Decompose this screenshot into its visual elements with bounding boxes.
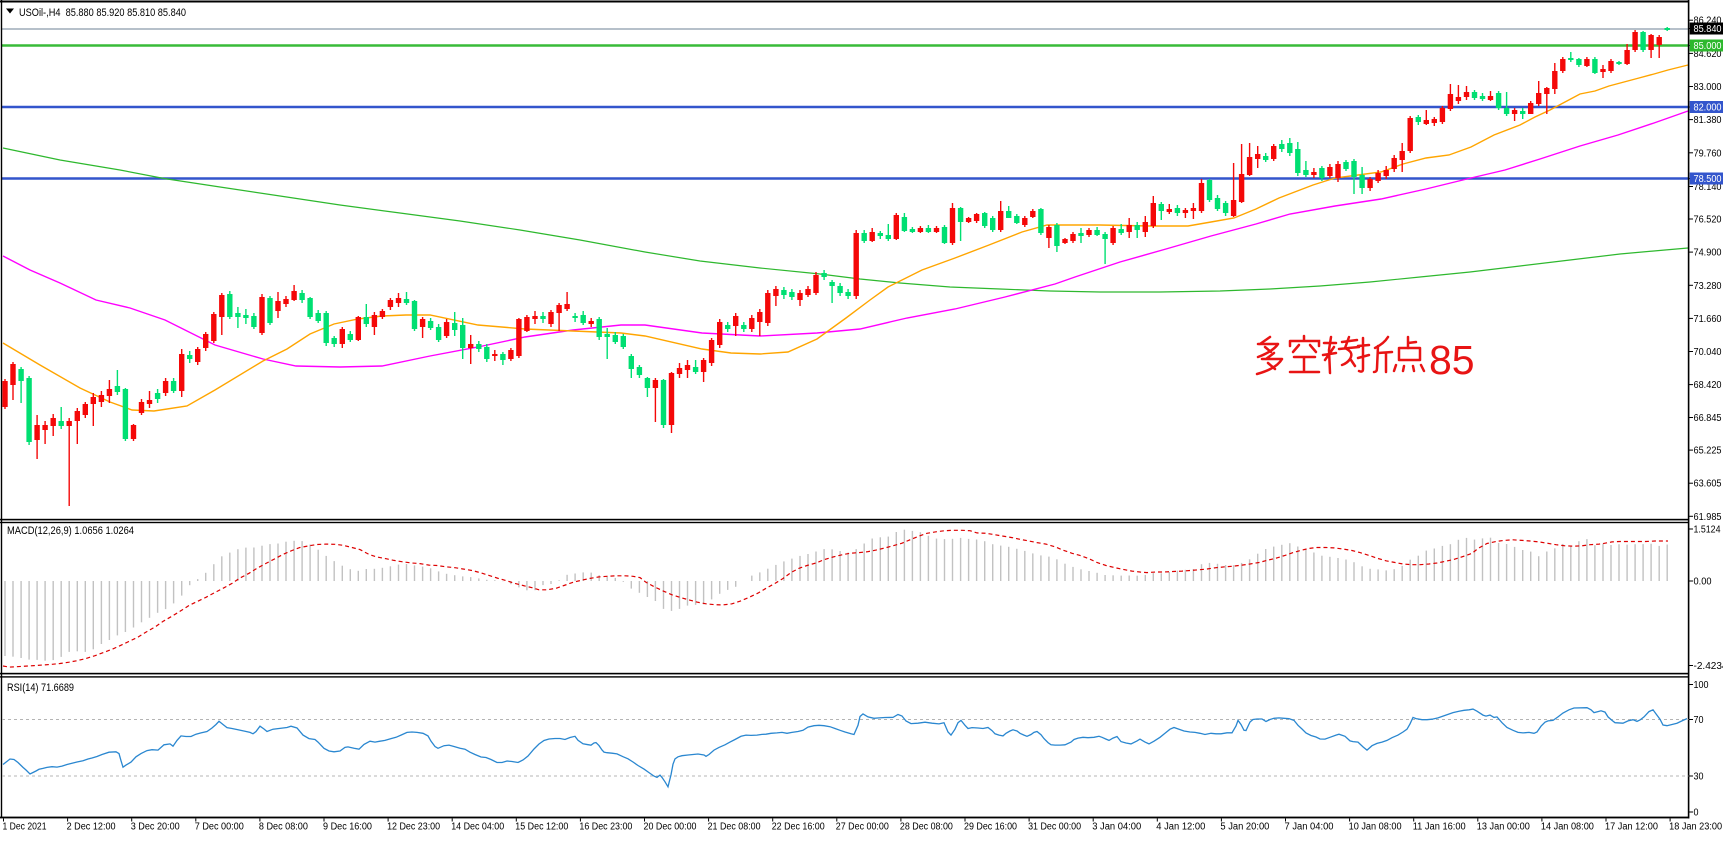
- svg-text:1.5124: 1.5124: [1694, 525, 1721, 536]
- svg-text:61.985: 61.985: [1694, 512, 1722, 523]
- svg-text:3 Dec 20:00: 3 Dec 20:00: [131, 822, 180, 833]
- svg-text:71.660: 71.660: [1694, 314, 1722, 325]
- svg-text:MACD(12,26,9) 1.0656 1.0264: MACD(12,26,9) 1.0656 1.0264: [7, 525, 134, 537]
- svg-text:22 Dec 16:00: 22 Dec 16:00: [772, 822, 825, 833]
- svg-text:70: 70: [1694, 715, 1704, 726]
- svg-text:66.845: 66.845: [1694, 413, 1722, 424]
- svg-text:82.000: 82.000: [1694, 103, 1722, 114]
- svg-text:28 Dec 08:00: 28 Dec 08:00: [900, 822, 953, 833]
- svg-text:74.900: 74.900: [1694, 248, 1722, 259]
- svg-text:14 Dec 04:00: 14 Dec 04:00: [451, 822, 504, 833]
- svg-text:7 Dec 00:00: 7 Dec 00:00: [195, 822, 244, 833]
- svg-text:85.840: 85.840: [1694, 24, 1722, 35]
- svg-text:11 Jan 16:00: 11 Jan 16:00: [1413, 822, 1466, 833]
- svg-text:27 Dec 00:00: 27 Dec 00:00: [836, 822, 889, 833]
- svg-text:10 Jan 08:00: 10 Jan 08:00: [1349, 822, 1402, 833]
- svg-text:21 Dec 08:00: 21 Dec 08:00: [708, 822, 761, 833]
- svg-text:0.00: 0.00: [1694, 577, 1712, 588]
- svg-text:5 Jan 20:00: 5 Jan 20:00: [1220, 822, 1269, 833]
- svg-text:4 Jan 12:00: 4 Jan 12:00: [1156, 822, 1205, 833]
- svg-text:RSI(14) 71.6689: RSI(14) 71.6689: [7, 682, 74, 694]
- svg-text:31 Dec 00:00: 31 Dec 00:00: [1028, 822, 1081, 833]
- svg-text:29 Dec 16:00: 29 Dec 16:00: [964, 822, 1017, 833]
- svg-text:100: 100: [1694, 680, 1709, 691]
- svg-text:12 Dec 23:00: 12 Dec 23:00: [387, 822, 440, 833]
- svg-text:65.225: 65.225: [1694, 446, 1722, 457]
- svg-text:70.040: 70.040: [1694, 347, 1722, 358]
- svg-text:81.380: 81.380: [1694, 115, 1722, 126]
- svg-text:13 Jan 00:00: 13 Jan 00:00: [1477, 822, 1530, 833]
- svg-text:1 Dec 2021: 1 Dec 2021: [3, 822, 47, 833]
- svg-text:79.760: 79.760: [1694, 148, 1722, 159]
- svg-text:73.280: 73.280: [1694, 281, 1722, 292]
- svg-text:0: 0: [1694, 808, 1699, 819]
- svg-text:18 Jan 23:00: 18 Jan 23:00: [1669, 822, 1722, 833]
- svg-text:85: 85: [1429, 337, 1475, 383]
- svg-text:16 Dec 23:00: 16 Dec 23:00: [579, 822, 632, 833]
- svg-text:85.000: 85.000: [1694, 41, 1722, 52]
- svg-text:USOil-,H4 85.880 85.920 85.81: USOil-,H4 85.880 85.920 85.810 85.840: [19, 7, 186, 19]
- svg-text:2 Dec 12:00: 2 Dec 12:00: [67, 822, 116, 833]
- svg-text:-2.4234: -2.4234: [1694, 661, 1723, 672]
- svg-text:14 Jan 08:00: 14 Jan 08:00: [1541, 822, 1594, 833]
- svg-text:76.520: 76.520: [1694, 215, 1722, 226]
- svg-text:3 Jan 04:00: 3 Jan 04:00: [1092, 822, 1141, 833]
- svg-text:63.605: 63.605: [1694, 479, 1722, 490]
- svg-text:15 Dec 12:00: 15 Dec 12:00: [515, 822, 568, 833]
- svg-text:7 Jan 04:00: 7 Jan 04:00: [1285, 822, 1334, 833]
- svg-text:83.000: 83.000: [1694, 82, 1722, 93]
- svg-text:78.500: 78.500: [1694, 174, 1722, 185]
- svg-text:9 Dec 16:00: 9 Dec 16:00: [323, 822, 372, 833]
- svg-text:30: 30: [1694, 772, 1704, 783]
- svg-text:8 Dec 08:00: 8 Dec 08:00: [259, 822, 308, 833]
- svg-text:17 Jan 12:00: 17 Jan 12:00: [1605, 822, 1658, 833]
- svg-text:20 Dec 00:00: 20 Dec 00:00: [644, 822, 697, 833]
- svg-text:68.420: 68.420: [1694, 380, 1722, 391]
